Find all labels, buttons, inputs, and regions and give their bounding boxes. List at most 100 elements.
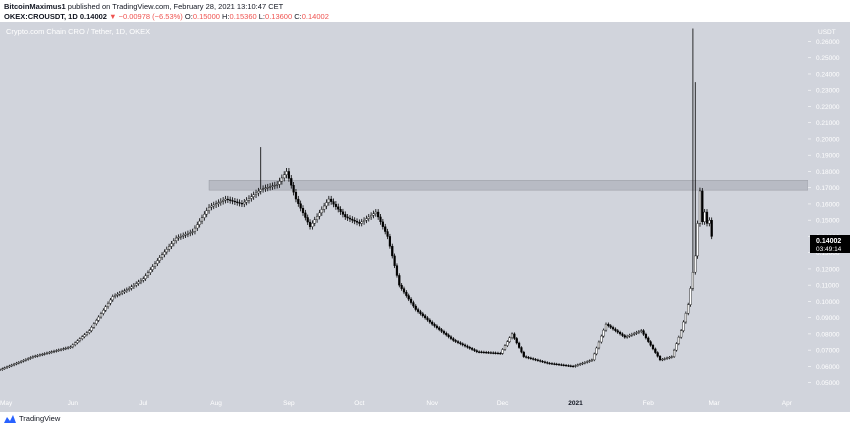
candle-body (233, 200, 236, 203)
candle-body (468, 347, 471, 349)
candle-body (212, 204, 215, 207)
candle-body (88, 330, 91, 333)
candle-body (677, 336, 680, 344)
symbol-legend: OKEX:CROUSDT, 1D 0.14002 ▼ −0.00978 (−6.… (4, 12, 329, 21)
candle-body (203, 213, 206, 218)
candle-body (442, 331, 446, 334)
candle-body (85, 332, 89, 335)
candle-body (445, 332, 448, 336)
candle-body (116, 294, 119, 296)
candle-body (222, 200, 225, 202)
time-tick-label: Jul (139, 400, 148, 407)
time-tick-label: Oct (354, 400, 364, 407)
price-tick-label: 0.21000 (816, 120, 840, 127)
candle-body (332, 201, 335, 205)
time-axis[interactable]: May Jun Jul Aug Sep Oct Nov Dec 2021 Feb Mar Apr (0, 394, 850, 412)
candle-body (710, 219, 713, 237)
candle-body (517, 342, 521, 348)
time-tick-label: Jun (68, 400, 79, 407)
published-text: published on TradingView.com, February 2… (67, 2, 284, 11)
author-name[interactable]: BitcoinMaximus1 (4, 2, 66, 11)
candle-body (182, 235, 185, 237)
candle-body (294, 191, 298, 200)
candle-body (334, 203, 337, 207)
last-value: 0.14002 (79, 12, 107, 21)
candle-body (245, 200, 248, 203)
candle-body (210, 205, 213, 208)
candle-body (461, 343, 464, 346)
candle-body (38, 354, 42, 356)
candle-body (125, 289, 128, 291)
candle-body (680, 330, 683, 338)
candle-body (278, 180, 281, 185)
candle-body (323, 205, 326, 210)
candle-body (381, 221, 384, 227)
candle-body (111, 296, 114, 301)
candle-body (372, 213, 375, 216)
candle-body (320, 209, 323, 214)
candle-body (207, 206, 211, 211)
candle-body (630, 334, 633, 336)
price-chart[interactable]: USDT 0.05000 0.06000 0.07000 0.08000 0.09000 0… (0, 22, 850, 412)
candle-body (374, 211, 377, 214)
candle-body (532, 358, 535, 360)
candle-body (172, 240, 175, 244)
candle-body (515, 338, 518, 344)
candle-body (485, 352, 488, 354)
price-tick-label: 0.12000 (816, 266, 840, 273)
candle-body (647, 337, 650, 342)
price-tick-label: 0.20000 (816, 136, 840, 143)
candle-body (682, 321, 685, 331)
candle-body (618, 332, 622, 335)
candle-body (560, 364, 563, 366)
candle-body (113, 295, 117, 297)
candle-body (525, 356, 528, 358)
candle-body (701, 190, 704, 223)
time-axis-background (0, 394, 850, 412)
symbol-name: OKEX:CROUSDT, 1D (4, 12, 78, 21)
candle-body (146, 272, 150, 276)
candle-body (656, 352, 659, 357)
candle-body (503, 345, 507, 350)
price-tick-label: 0.08000 (816, 331, 840, 338)
candle-body (17, 362, 20, 364)
price-axis[interactable]: USDT 0.05000 0.06000 0.07000 0.08000 0.09000 0… (808, 22, 850, 394)
time-tick-label: Apr (782, 400, 793, 407)
candle-body (83, 334, 86, 337)
footer-brand[interactable]: TradingView (19, 414, 61, 423)
candle-body (330, 198, 333, 202)
resistance-zone (208, 180, 809, 191)
candle-body (501, 349, 504, 354)
candle-body (290, 178, 293, 186)
candle-body (285, 171, 288, 175)
candle-body (283, 174, 286, 179)
candle-body (92, 323, 96, 328)
candle-body (15, 362, 18, 365)
candle-body (142, 278, 145, 281)
candle-body (247, 198, 251, 201)
candle-body (191, 231, 194, 233)
time-tick-label: Feb (643, 400, 655, 407)
high-label: H: (222, 12, 230, 21)
price-tick-label: 0.10000 (816, 299, 840, 306)
candle-body (362, 219, 366, 223)
candle-body (673, 349, 676, 357)
candle-body (214, 203, 218, 206)
candle-body (611, 327, 615, 330)
candle-body (1, 368, 4, 370)
candle-body (628, 335, 631, 337)
candle-body (703, 211, 706, 223)
candle-body (104, 306, 107, 311)
candle-body (12, 363, 16, 366)
candle-body (433, 323, 436, 327)
candle-body (522, 351, 525, 357)
candle-body (496, 352, 500, 355)
candle-body (62, 348, 65, 350)
open-value: 0.15000 (192, 12, 220, 21)
candle-body (118, 292, 121, 295)
chart-area[interactable]: USDT 0.05000 0.06000 0.07000 0.08000 0.09000 0… (0, 22, 850, 412)
candle-body (236, 201, 239, 203)
candle-body (297, 198, 300, 204)
candle-body (567, 365, 570, 367)
candle-body (231, 200, 234, 202)
